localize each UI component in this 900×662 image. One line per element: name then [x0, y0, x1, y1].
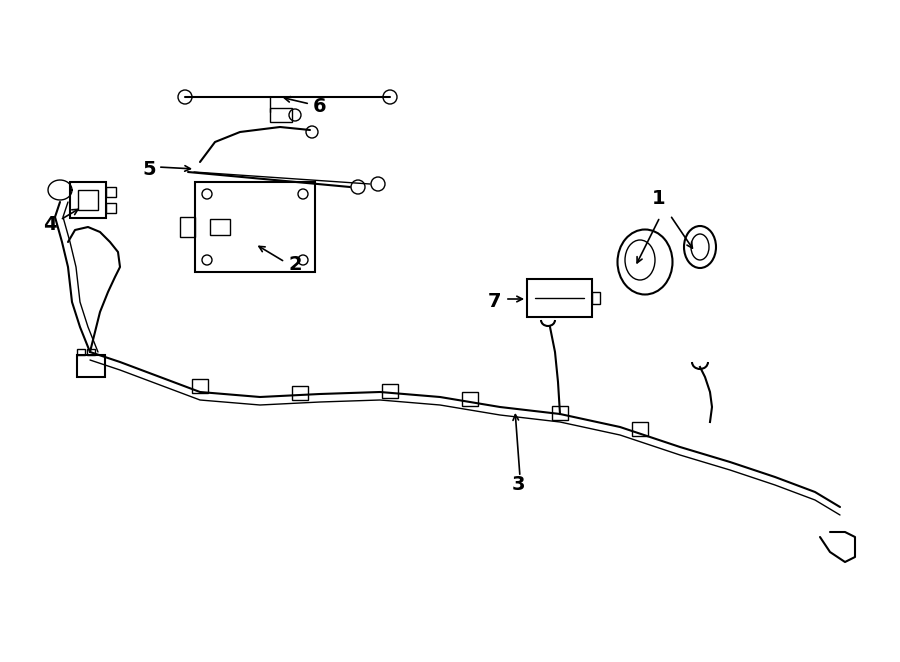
Text: 2: 2: [288, 255, 302, 274]
Bar: [292, 386, 308, 400]
Bar: [527, 279, 592, 317]
Bar: [270, 108, 292, 122]
Bar: [462, 392, 478, 406]
Bar: [195, 182, 315, 272]
Bar: [77, 355, 105, 377]
Text: 3: 3: [512, 475, 526, 494]
Bar: [592, 292, 600, 304]
Bar: [382, 384, 398, 398]
Text: 4: 4: [43, 215, 57, 234]
Text: 1: 1: [652, 189, 666, 208]
Bar: [192, 379, 208, 393]
Bar: [77, 349, 85, 355]
Bar: [180, 217, 195, 237]
Text: 5: 5: [142, 160, 156, 179]
Bar: [632, 422, 648, 436]
Bar: [78, 190, 98, 210]
Bar: [552, 406, 568, 420]
Text: 7: 7: [488, 292, 501, 311]
Text: 6: 6: [313, 97, 327, 116]
Bar: [87, 349, 95, 355]
Bar: [106, 203, 116, 213]
Bar: [70, 182, 106, 218]
Bar: [106, 187, 116, 197]
Bar: [210, 219, 230, 235]
